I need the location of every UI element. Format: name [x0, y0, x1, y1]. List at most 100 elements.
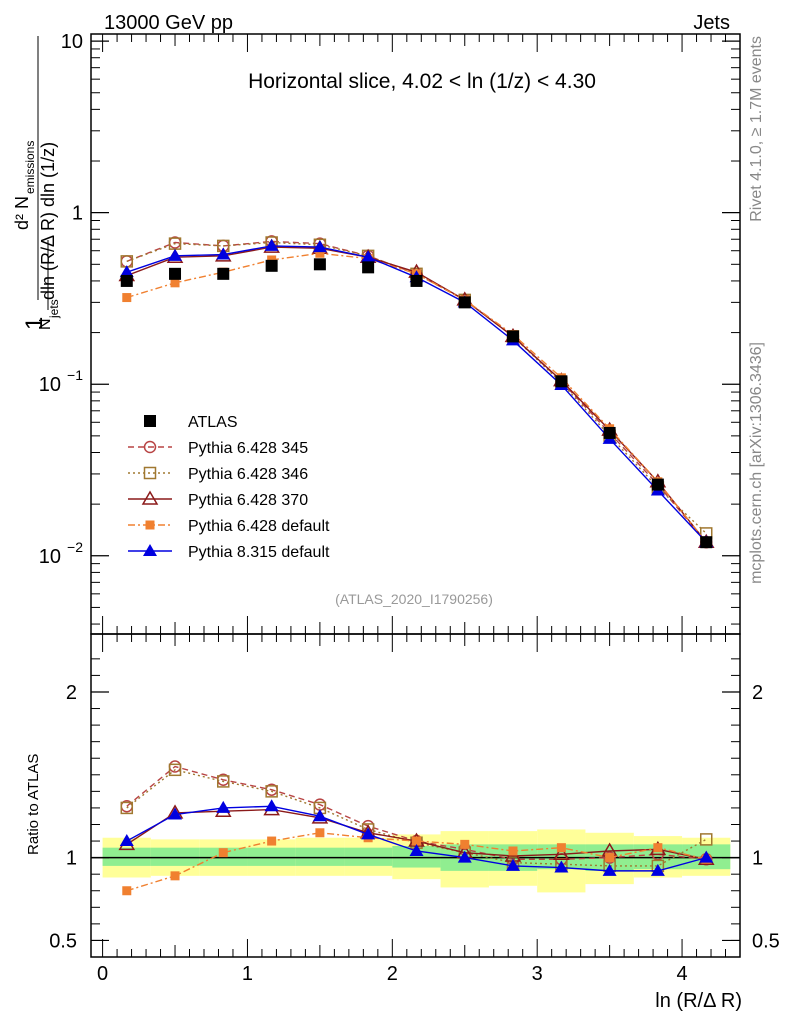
legend-marker [143, 544, 157, 556]
data-point [506, 330, 519, 343]
legend-marker [145, 520, 155, 530]
data-point [170, 278, 180, 288]
band-green [150, 847, 200, 866]
svg-text:d² N: d² N [12, 196, 32, 230]
legend-label: Pythia 6.428 345 [188, 440, 308, 457]
y-tick-label: 10 [61, 31, 83, 53]
data-point [217, 267, 230, 280]
data-point [169, 267, 182, 280]
ratio-point [605, 853, 615, 863]
data-point [603, 426, 616, 439]
x-tick-label: 3 [532, 963, 543, 985]
legend-marker [144, 415, 156, 427]
legend-marker [143, 466, 157, 480]
data-point [313, 258, 326, 271]
ratio-frame [90, 633, 741, 958]
y-tick-exponent: −2 [67, 539, 83, 555]
band-green [344, 847, 393, 866]
data-point [216, 247, 231, 260]
legend-label: Pythia 6.428 346 [188, 466, 308, 483]
legend-marker [141, 490, 159, 505]
ratio-point [603, 851, 616, 864]
data-point [410, 274, 423, 287]
data-point [555, 375, 568, 388]
ratio-y-tick-label: 1 [66, 848, 77, 870]
ratio-y-tick-label-right: 0.5 [752, 930, 780, 952]
ratio-point [508, 846, 518, 856]
ratio-point [699, 850, 714, 863]
svg-text:emissions: emissions [23, 141, 37, 194]
ratio-point [218, 848, 228, 858]
ratio-point [122, 886, 132, 896]
ratio-point [699, 833, 713, 846]
data-point [700, 536, 713, 549]
ratio-point [556, 843, 566, 853]
legend-label: Pythia 8.315 default [188, 544, 330, 561]
legend-marker [143, 440, 157, 454]
ratio-point [505, 858, 520, 871]
ratio-point [457, 850, 472, 863]
ratio-y-tick-label: 0.5 [49, 930, 77, 952]
band-green [102, 847, 151, 866]
legend: ATLAS Pythia 6.428 345 Pythia 6.428 346 Pyt… [128, 414, 330, 561]
ratio-point [267, 836, 277, 846]
ratio-line [126, 769, 707, 867]
data-point [120, 274, 133, 287]
header-right: Jets [693, 12, 730, 34]
ratio-point [650, 863, 665, 876]
ratio-point [412, 836, 422, 846]
side-label-rivet: Rivet 4.1.0, ≥ 1.7M events [748, 36, 765, 222]
data-point [362, 261, 375, 274]
ratio-series [118, 760, 715, 896]
main-series [118, 235, 715, 549]
y-tick-label: 10 [39, 374, 61, 396]
ratio-point [602, 863, 617, 876]
data-point [122, 293, 132, 303]
legend-label: Pythia 6.428 370 [188, 492, 308, 509]
svg-text:N: N [37, 318, 54, 330]
watermark: (ATLAS_2020_I1790256) [335, 591, 493, 607]
band-green [247, 847, 296, 866]
y-tick-label: 10 [39, 546, 61, 568]
ratio-point [170, 871, 180, 881]
ratio-y-tick-label-right: 2 [752, 682, 763, 704]
x-tick-label: 1 [242, 963, 253, 985]
data-point [361, 250, 376, 263]
x-tick-label: 0 [97, 963, 108, 985]
ratio-point [361, 827, 376, 840]
x-tick-label: 2 [387, 963, 398, 985]
svg-text:dln (R/Δ R) dln (1/z): dln (R/Δ R) dln (1/z) [38, 142, 58, 300]
svg-text:1: 1 [21, 317, 48, 330]
ratio-point [168, 807, 183, 820]
y-tick-exponent: −1 [67, 367, 83, 383]
legend-label: ATLAS [188, 414, 238, 431]
data-point [312, 240, 327, 253]
ratio-point [409, 843, 424, 856]
ratio-point [119, 834, 134, 847]
legend-label: Pythia 6.428 default [188, 518, 330, 535]
y-tick-label: 1 [72, 203, 83, 225]
data-point [458, 296, 471, 309]
ratio-point [553, 845, 570, 861]
data-point [168, 248, 183, 261]
ratio-point [120, 801, 134, 815]
ratio-point [653, 843, 663, 853]
ratio-point [216, 800, 231, 813]
svg-text:jets: jets [47, 299, 61, 319]
header-left: 13000 GeV pp [104, 12, 233, 34]
main-title: Horizontal slice, 4.02 < ln (1/z) < 4.30 [248, 70, 596, 93]
main-axis: 10 1 10 −1 10 −2 [39, 31, 741, 634]
side-label-mcplots: mcplots.cern.ch [arXiv:1306.3436] [748, 342, 765, 584]
ratio-y-tick-label: 2 [66, 682, 77, 704]
ratio-y-tick-label-right: 1 [752, 848, 763, 870]
ratio-point [460, 839, 470, 849]
ratio-y-axis-label: Ratio to ATLAS [25, 754, 42, 855]
band-green [295, 847, 345, 866]
data-point [119, 265, 134, 278]
ratio-point [265, 785, 278, 798]
data-point [315, 248, 325, 258]
ratio-point [264, 799, 279, 812]
data-point [651, 478, 664, 491]
x-axis-label: ln (R/Δ R) [655, 990, 742, 1012]
ratio-point [312, 809, 327, 822]
